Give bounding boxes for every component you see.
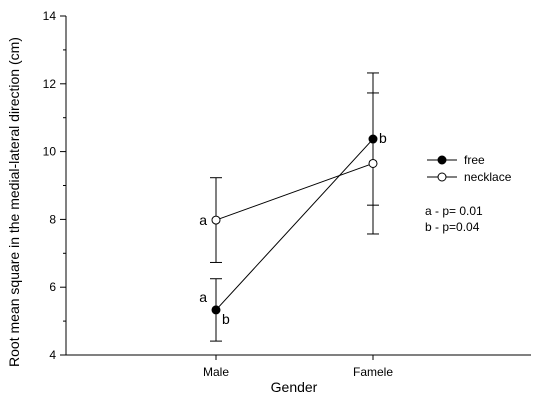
x-tick-label: Male bbox=[203, 365, 229, 379]
point-necklace bbox=[368, 158, 378, 168]
point-label: a bbox=[199, 212, 207, 228]
legend-free-marker bbox=[437, 155, 447, 165]
series-lines bbox=[215, 138, 374, 311]
axes: 4 6 8 10 12 14 Male Famele bbox=[43, 9, 531, 379]
legend: free necklace bbox=[427, 153, 512, 184]
x-tick-label: Famele bbox=[353, 365, 393, 379]
point-label: b bbox=[379, 130, 387, 146]
y-tick-label: 12 bbox=[43, 77, 57, 91]
y-tick-label: 6 bbox=[49, 280, 56, 294]
y-tick-label: 8 bbox=[49, 212, 56, 226]
y-tick-label: 4 bbox=[49, 348, 56, 362]
point-label: a bbox=[199, 289, 207, 305]
annotation-b: b - p=0.04 bbox=[425, 220, 480, 234]
legend-necklace-label: necklace bbox=[464, 170, 512, 184]
annotation-a: a - p= 0.01 bbox=[425, 204, 483, 218]
point-necklace bbox=[211, 215, 221, 225]
legend-free-label: free bbox=[464, 153, 485, 167]
legend-necklace-marker bbox=[437, 172, 447, 182]
series-line-free bbox=[215, 138, 374, 311]
y-tick-label: 14 bbox=[43, 9, 57, 23]
error-bars bbox=[210, 72, 379, 342]
point-free bbox=[368, 134, 378, 144]
data-points bbox=[211, 134, 378, 315]
y-tick-label: 10 bbox=[43, 145, 57, 159]
series-line-necklace bbox=[215, 162, 374, 221]
x-axis-title: Gender bbox=[271, 379, 318, 395]
y-axis-title: Root mean square in the medial-lateral d… bbox=[6, 37, 22, 367]
point-label: b bbox=[222, 311, 230, 327]
point-free bbox=[211, 305, 221, 315]
